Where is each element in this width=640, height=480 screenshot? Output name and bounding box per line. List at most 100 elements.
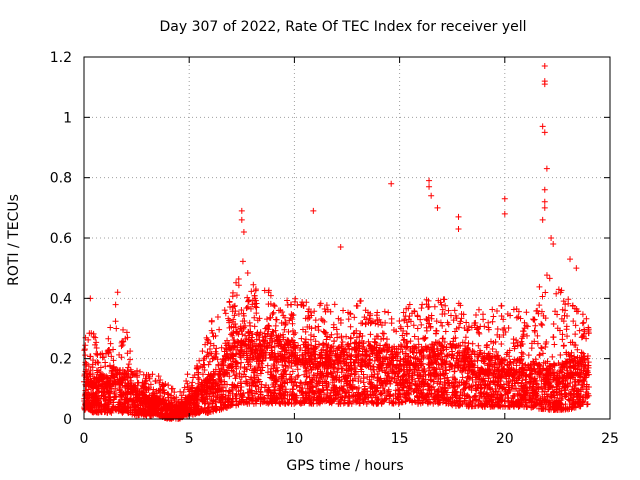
- data-point-marker: [290, 331, 297, 338]
- data-point-marker: [538, 345, 545, 352]
- data-point-marker: [296, 347, 303, 354]
- data-point-marker: [493, 307, 500, 314]
- data-point-marker: [319, 317, 326, 324]
- data-point-marker: [400, 337, 407, 344]
- data-point-marker: [550, 334, 557, 341]
- data-point-marker: [450, 335, 457, 342]
- data-point-marker: [312, 317, 319, 324]
- data-point-marker: [559, 336, 566, 343]
- data-point-marker: [489, 345, 496, 352]
- data-point-marker: [331, 301, 338, 308]
- data-point-marker: [474, 357, 481, 364]
- data-point-marker: [553, 290, 560, 297]
- data-point-marker: [424, 317, 431, 324]
- data-point-marker: [171, 389, 178, 396]
- data-point-marker: [112, 318, 119, 325]
- data-point-marker: [490, 313, 497, 320]
- data-point-marker: [444, 374, 451, 381]
- data-point-marker: [507, 359, 514, 366]
- data-point-marker: [560, 298, 567, 305]
- data-point-marker: [514, 342, 521, 349]
- data-point-marker: [237, 379, 244, 386]
- data-point-marker: [216, 326, 223, 333]
- data-point-marker: [539, 293, 546, 300]
- data-point-marker: [178, 392, 185, 399]
- data-point-marker: [551, 341, 558, 348]
- data-point-marker: [563, 323, 570, 330]
- data-point-marker: [414, 325, 421, 332]
- data-point-marker: [531, 316, 538, 323]
- data-point-marker: [226, 298, 233, 305]
- data-point-marker: [397, 323, 404, 330]
- data-point-marker: [335, 365, 342, 372]
- data-point-marker: [513, 314, 520, 321]
- data-point-marker: [418, 321, 425, 328]
- grid-lines: [84, 57, 610, 419]
- data-point-marker: [350, 330, 357, 337]
- data-point-marker: [149, 371, 156, 378]
- data-point-marker: [580, 319, 587, 326]
- data-point-marker: [82, 352, 89, 359]
- data-point-marker: [407, 338, 414, 345]
- data-point-marker: [515, 375, 522, 382]
- data-point-marker: [315, 323, 322, 330]
- data-point-marker: [254, 317, 261, 324]
- data-point-marker: [321, 318, 328, 325]
- data-point-marker: [184, 371, 191, 378]
- data-point-marker: [559, 360, 566, 367]
- data-point-marker: [440, 296, 447, 303]
- data-point-marker: [414, 312, 421, 319]
- data-point-marker: [318, 315, 325, 322]
- data-point-marker: [246, 319, 253, 326]
- data-point-marker: [498, 341, 505, 348]
- data-point-marker: [421, 335, 428, 342]
- data-point-marker: [214, 314, 221, 321]
- data-point-marker: [388, 320, 395, 327]
- data-point-marker: [484, 362, 491, 369]
- data-point-marker: [439, 322, 446, 329]
- data-point-marker: [542, 289, 549, 296]
- data-point-marker: [536, 283, 543, 290]
- data-point-marker: [367, 331, 374, 338]
- data-point-marker: [584, 352, 591, 359]
- data-point-marker: [239, 258, 246, 265]
- data-point-marker: [338, 333, 345, 340]
- data-point-marker: [451, 307, 458, 314]
- data-point-marker: [428, 315, 435, 322]
- data-point-marker: [411, 308, 418, 315]
- data-point-marker: [579, 320, 586, 327]
- data-point-marker: [235, 275, 242, 282]
- data-point-marker: [531, 327, 538, 334]
- data-point-marker: [433, 318, 440, 325]
- chart-title: Day 307 of 2022, Rate Of TEC Index for r…: [159, 19, 526, 35]
- data-point-marker: [205, 361, 212, 368]
- data-point-marker: [199, 348, 206, 355]
- data-point-marker: [112, 385, 119, 392]
- data-point-marker: [112, 301, 119, 308]
- data-point-marker: [181, 384, 188, 391]
- data-point-marker: [307, 336, 314, 343]
- data-point-marker: [97, 364, 104, 371]
- data-point-marker: [125, 361, 132, 368]
- data-point-marker: [546, 275, 553, 282]
- data-point-marker: [295, 372, 302, 379]
- data-point-marker: [355, 373, 362, 380]
- data-point-marker: [268, 365, 275, 372]
- data-point-marker: [273, 316, 280, 323]
- data-point-marker: [419, 301, 426, 308]
- data-point-marker: [574, 346, 581, 353]
- data-point-marker: [479, 311, 486, 318]
- data-point-marker: [579, 311, 586, 318]
- data-point-marker: [231, 302, 238, 309]
- data-point-marker: [427, 377, 434, 384]
- data-point-marker: [441, 338, 448, 345]
- data-point-marker: [459, 374, 466, 381]
- data-point-marker: [323, 302, 330, 309]
- data-point-marker: [439, 311, 446, 318]
- data-point-marker: [360, 371, 367, 378]
- data-point-marker: [543, 272, 550, 279]
- data-point-marker: [353, 334, 360, 341]
- data-point-marker: [229, 308, 236, 315]
- data-point-marker: [554, 311, 561, 318]
